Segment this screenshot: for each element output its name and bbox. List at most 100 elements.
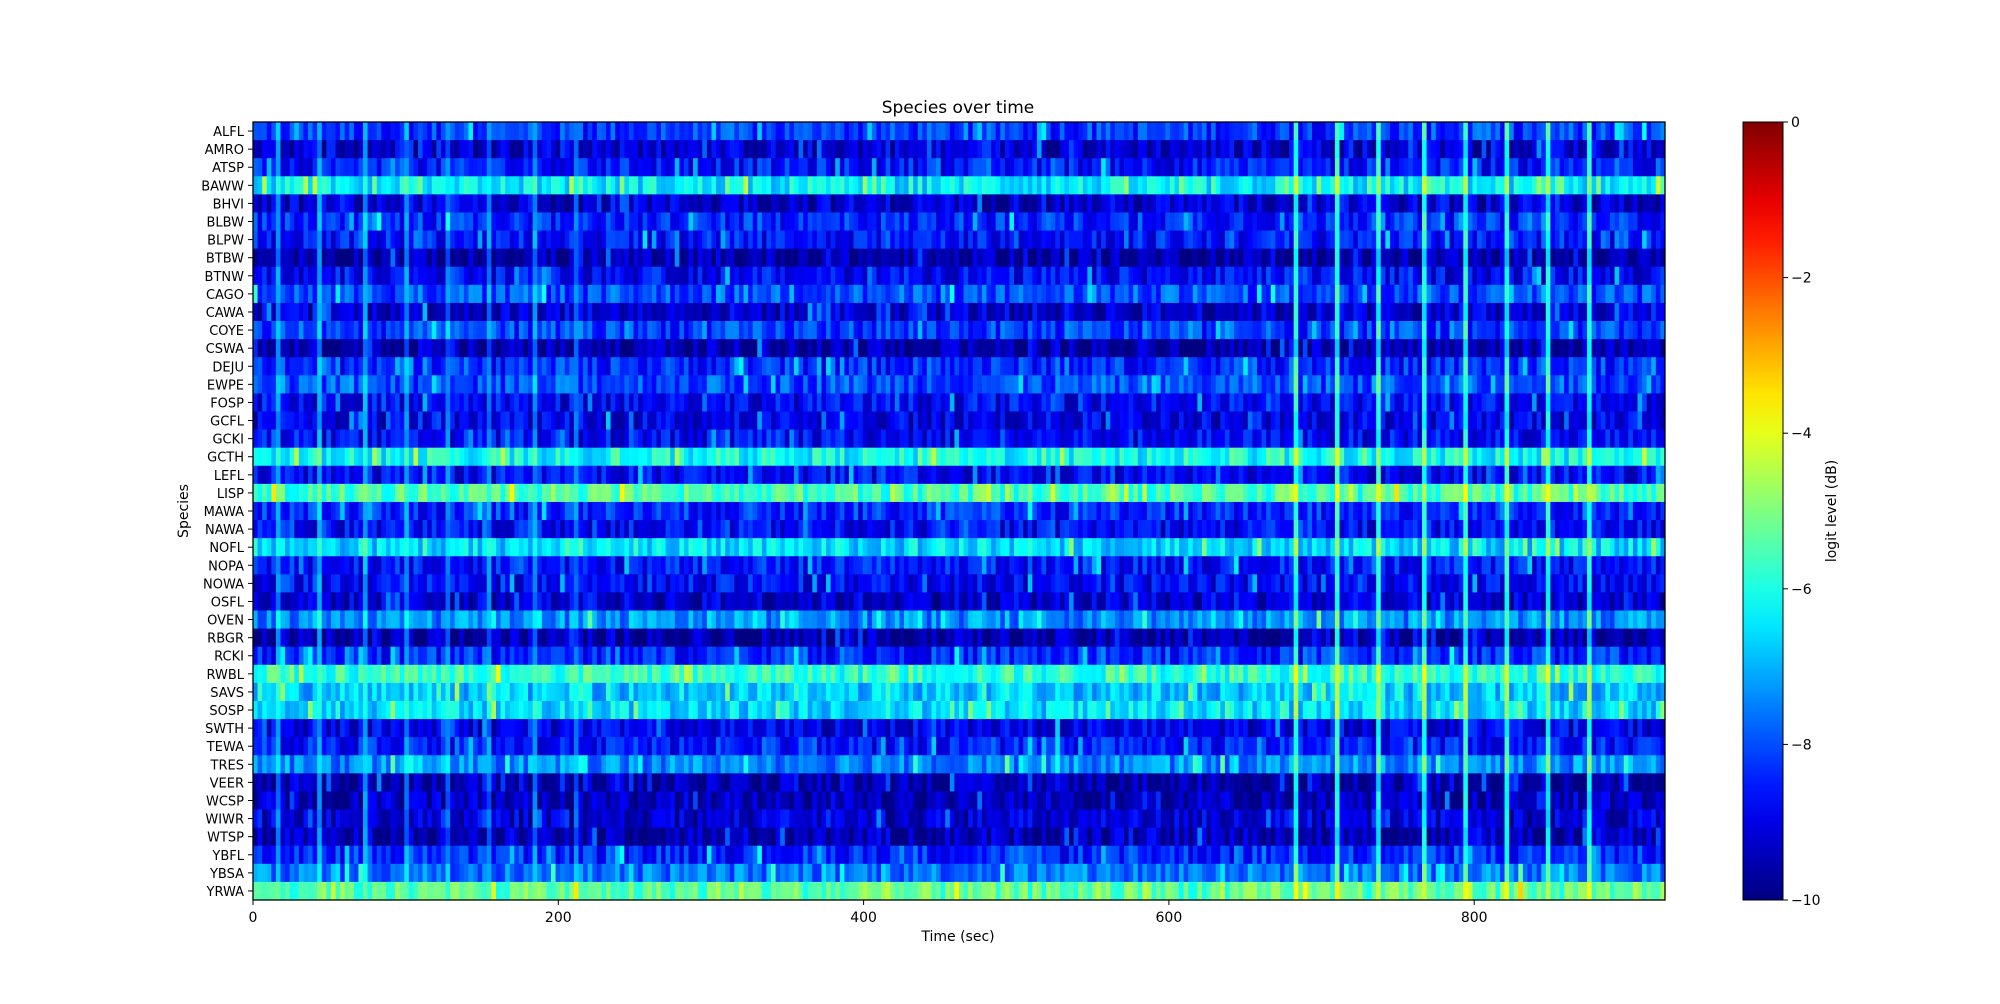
heatmap-cell — [1261, 122, 1267, 141]
heatmap-cell — [532, 122, 538, 141]
heatmap-cell — [422, 140, 428, 159]
heatmap-cell — [706, 321, 712, 340]
heatmap-cell — [922, 158, 928, 177]
heatmap-cell — [1431, 393, 1437, 412]
heatmap-cell — [1201, 176, 1207, 195]
heatmap-cell — [1018, 321, 1024, 340]
heatmap-cell — [523, 321, 529, 340]
heatmap-cell — [894, 140, 900, 159]
heatmap-cell — [638, 212, 644, 231]
heatmap-cell — [624, 284, 630, 304]
heatmap-cell — [1160, 393, 1166, 412]
heatmap-cell — [844, 266, 850, 286]
heatmap-cell — [1605, 248, 1611, 268]
heatmap-cell — [1146, 284, 1152, 304]
heatmap-cell — [353, 284, 359, 304]
heatmap-cell — [385, 176, 391, 195]
heatmap-cell — [1069, 357, 1075, 376]
heatmap-cell — [1591, 248, 1597, 268]
heatmap-cell — [399, 194, 405, 213]
heatmap-cell — [1477, 212, 1483, 231]
heatmap-cell — [1316, 212, 1322, 231]
heatmap-cell — [404, 248, 410, 268]
heatmap-cell — [1499, 375, 1505, 394]
heatmap-cell — [743, 140, 749, 159]
heatmap-cell — [954, 194, 960, 213]
heatmap-cell — [651, 339, 657, 358]
heatmap-cell — [1371, 321, 1377, 340]
heatmap-cell — [385, 248, 391, 268]
heatmap-cell — [1073, 266, 1079, 286]
heatmap-cell — [459, 176, 465, 195]
heatmap-cell — [1481, 248, 1487, 268]
heatmap-cell — [550, 140, 556, 159]
heatmap-cell — [592, 393, 598, 412]
heatmap-cell — [881, 375, 887, 394]
heatmap-cell — [1078, 393, 1084, 412]
heatmap-cell — [1619, 375, 1625, 394]
heatmap-cell — [1014, 302, 1019, 322]
heatmap-cell — [1215, 194, 1221, 213]
heatmap-cell — [945, 321, 951, 340]
heatmap-cell — [606, 212, 611, 231]
heatmap-cell — [633, 140, 639, 159]
heatmap-cell — [372, 411, 378, 430]
heatmap-cell — [1110, 122, 1116, 141]
heatmap-cell — [1344, 357, 1350, 376]
heatmap-cell — [1371, 230, 1377, 250]
heatmap-cell — [1192, 230, 1198, 250]
heatmap-cell — [1243, 248, 1249, 268]
heatmap-cell — [1137, 230, 1143, 250]
heatmap-cell — [1032, 339, 1038, 358]
heatmap-cell — [477, 266, 483, 286]
heatmap-cell — [427, 212, 433, 231]
heatmap-cell — [1027, 248, 1033, 268]
heatmap-cell — [308, 122, 313, 141]
heatmap-cell — [413, 194, 419, 213]
heatmap-cell — [592, 212, 598, 231]
heatmap-cell — [1600, 375, 1606, 394]
heatmap-cell — [642, 158, 648, 177]
heatmap-cell — [1399, 284, 1405, 304]
heatmap-cell — [1284, 212, 1290, 231]
heatmap-cell — [399, 158, 405, 177]
heatmap-cell — [500, 176, 506, 195]
heatmap-cell — [1046, 375, 1052, 394]
heatmap-cell — [445, 122, 451, 141]
heatmap-cell — [367, 122, 373, 141]
heatmap-cell — [908, 266, 914, 286]
heatmap-cell — [885, 302, 891, 322]
heatmap-cell — [936, 194, 942, 213]
heatmap-cell — [1394, 248, 1400, 268]
heatmap-cell — [1298, 140, 1304, 159]
heatmap-cell — [1651, 212, 1657, 231]
heatmap-cell — [376, 140, 382, 159]
heatmap-cell — [427, 266, 433, 286]
heatmap-cell — [477, 411, 483, 430]
heatmap-cell — [913, 176, 919, 195]
heatmap-cell — [606, 194, 611, 213]
heatmap-cell — [986, 302, 992, 322]
heatmap-cell — [587, 321, 593, 340]
heatmap-cell — [807, 194, 813, 213]
heatmap-cell — [583, 176, 589, 195]
heatmap-cell — [1399, 266, 1405, 286]
heatmap-cell — [683, 230, 689, 250]
heatmap-cell — [335, 393, 341, 412]
heatmap-cell — [771, 284, 777, 304]
heatmap-cell — [532, 357, 538, 376]
heatmap-cell — [679, 302, 685, 322]
heatmap-cell — [1394, 339, 1400, 358]
heatmap-cell — [1642, 339, 1648, 358]
heatmap-cell — [1357, 140, 1363, 159]
heatmap-cell — [903, 302, 909, 322]
heatmap-cell — [1339, 230, 1345, 250]
heatmap-cell — [1458, 140, 1464, 159]
heatmap-cell — [330, 411, 336, 430]
heatmap-cell — [1353, 140, 1359, 159]
heatmap-cell — [450, 339, 456, 358]
heatmap-cell — [491, 266, 497, 286]
heatmap-cell — [1160, 266, 1166, 286]
heatmap-cell — [495, 266, 501, 286]
heatmap-cell — [656, 230, 662, 250]
